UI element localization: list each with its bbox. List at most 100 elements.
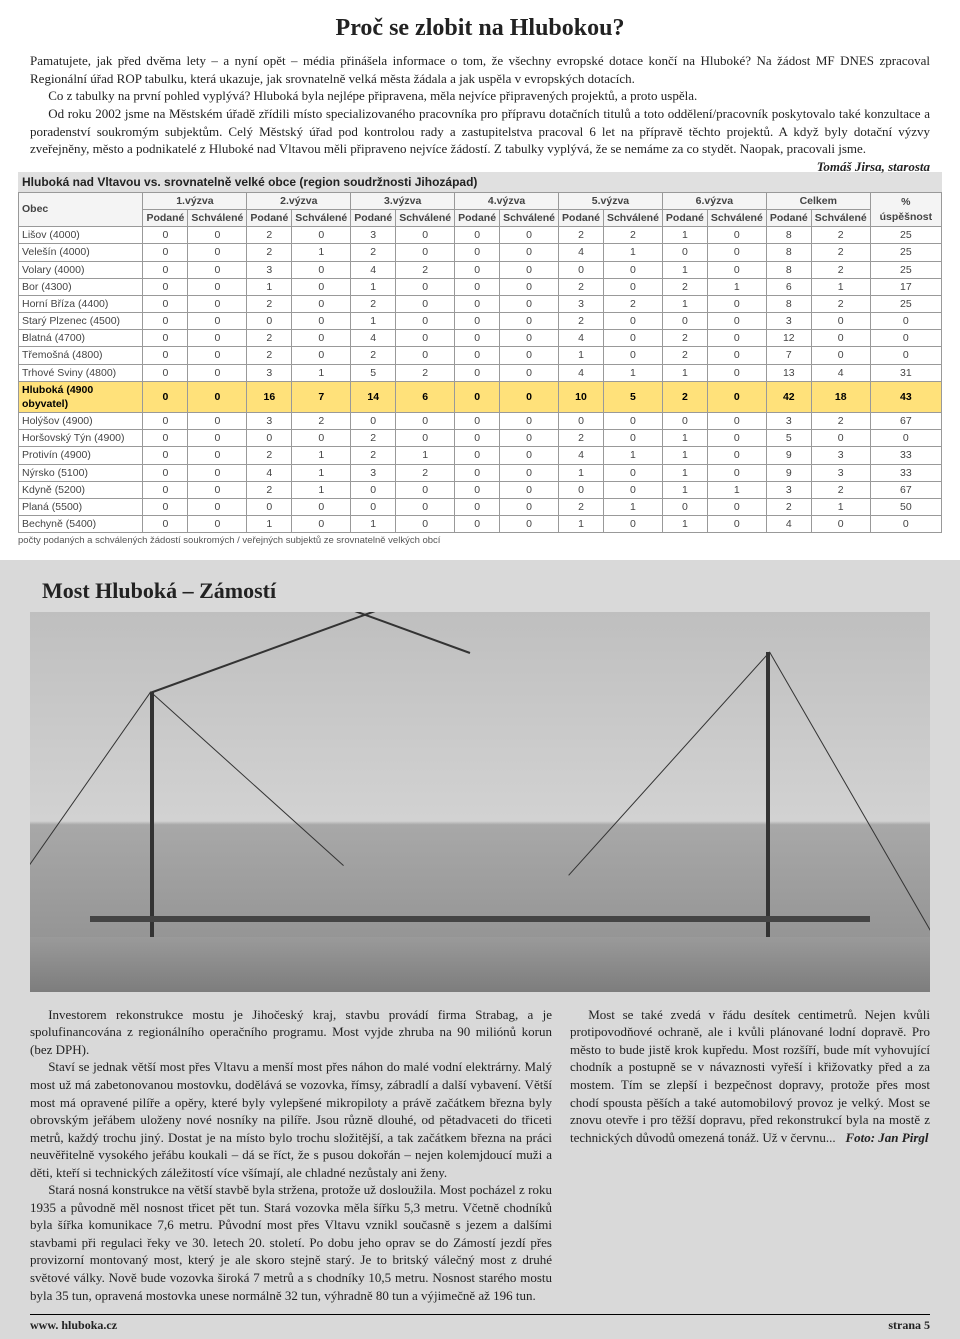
cell-value: 0 bbox=[396, 227, 455, 244]
cell-value: 0 bbox=[143, 330, 188, 347]
cell-value: 0 bbox=[188, 464, 247, 481]
table-row: Bor (4300)0010100020216117 bbox=[19, 278, 942, 295]
bridge-left-p1: Investorem rekonstrukce mostu je Jihočes… bbox=[30, 1006, 552, 1059]
cell-value: 1 bbox=[292, 244, 351, 261]
table-row: Starý Plzenec (4500)000010002000300 bbox=[19, 313, 942, 330]
cell-value: 42 bbox=[766, 381, 811, 412]
cell-value: 1 bbox=[292, 481, 351, 498]
cell-value: 0 bbox=[351, 481, 396, 498]
bridge-left-p2: Staví se jednak větší most přes Vltavu a… bbox=[30, 1058, 552, 1181]
cell-value: 1 bbox=[662, 261, 707, 278]
cell-value: 0 bbox=[396, 516, 455, 533]
cell-value: 2 bbox=[811, 413, 870, 430]
cell-value: 0 bbox=[396, 313, 455, 330]
cell-value: 1 bbox=[292, 464, 351, 481]
cell-value: 0 bbox=[811, 516, 870, 533]
cell-value: 0 bbox=[143, 364, 188, 381]
cell-pct: 43 bbox=[870, 381, 941, 412]
cell-obec: Bor (4300) bbox=[19, 278, 143, 295]
cell-pct: 25 bbox=[870, 261, 941, 278]
cell-value: 0 bbox=[188, 516, 247, 533]
cell-value: 9 bbox=[766, 447, 811, 464]
cell-value: 5 bbox=[603, 381, 662, 412]
cell-value: 4 bbox=[766, 516, 811, 533]
cell-value: 1 bbox=[603, 244, 662, 261]
cell-value: 2 bbox=[811, 481, 870, 498]
cell-obec: Planá (5500) bbox=[19, 498, 143, 515]
comparison-table: Obec1.výzva2.výzva3.výzva4.výzva5.výzva6… bbox=[18, 192, 942, 533]
photo-credit: Foto: Jan Pirgl bbox=[845, 1130, 928, 1145]
cell-value: 0 bbox=[559, 261, 604, 278]
footer-page: strana 5 bbox=[888, 1317, 930, 1333]
cell-value: 2 bbox=[603, 227, 662, 244]
cell-value: 0 bbox=[707, 227, 766, 244]
cell-obec: Bechyně (5400) bbox=[19, 516, 143, 533]
table-row: Protivín (4900)0021210041109333 bbox=[19, 447, 942, 464]
cell-value: 0 bbox=[500, 330, 559, 347]
cell-value: 2 bbox=[247, 295, 292, 312]
cell-value: 0 bbox=[143, 430, 188, 447]
article-title: Proč se zlobit na Hlubokou? bbox=[30, 12, 930, 44]
cell-value: 1 bbox=[292, 364, 351, 381]
cell-value: 9 bbox=[766, 464, 811, 481]
cell-value: 1 bbox=[662, 227, 707, 244]
cell-value: 1 bbox=[662, 430, 707, 447]
cell-value: 0 bbox=[811, 347, 870, 364]
cell-pct: 33 bbox=[870, 447, 941, 464]
bridge-col-left: Investorem rekonstrukce mostu je Jihočes… bbox=[30, 1006, 552, 1304]
cell-value: 3 bbox=[351, 227, 396, 244]
cell-value: 0 bbox=[396, 347, 455, 364]
cell-value: 0 bbox=[707, 295, 766, 312]
cell-value: 2 bbox=[559, 278, 604, 295]
cell-value: 0 bbox=[455, 278, 500, 295]
cell-value: 0 bbox=[143, 498, 188, 515]
cell-value: 0 bbox=[247, 313, 292, 330]
cell-value: 0 bbox=[455, 313, 500, 330]
cell-value: 2 bbox=[811, 244, 870, 261]
cell-pct: 25 bbox=[870, 295, 941, 312]
table-row: Volary (4000)0030420000108225 bbox=[19, 261, 942, 278]
cell-value: 3 bbox=[247, 261, 292, 278]
cell-value: 0 bbox=[292, 498, 351, 515]
bridge-left-p3: Stará nosná konstrukce na větší stavbě b… bbox=[30, 1181, 552, 1304]
cell-value: 0 bbox=[500, 347, 559, 364]
article-p2: Co z tabulky na první pohled vyplývá? Hl… bbox=[30, 87, 930, 105]
cell-value: 0 bbox=[292, 295, 351, 312]
th-sub: Podané bbox=[766, 210, 811, 227]
table-row: Lišov (4000)0020300022108225 bbox=[19, 227, 942, 244]
cell-pct: 17 bbox=[870, 278, 941, 295]
bridge-title: Most Hluboká – Zámostí bbox=[30, 572, 930, 612]
th-sub: Schválené bbox=[707, 210, 766, 227]
cell-value: 0 bbox=[396, 430, 455, 447]
cell-value: 0 bbox=[603, 430, 662, 447]
cell-value: 0 bbox=[143, 313, 188, 330]
table-head: Obec1.výzva2.výzva3.výzva4.výzva5.výzva6… bbox=[19, 192, 942, 226]
cell-value: 0 bbox=[500, 498, 559, 515]
cell-value: 0 bbox=[455, 330, 500, 347]
cell-value: 0 bbox=[292, 347, 351, 364]
cell-value: 2 bbox=[662, 347, 707, 364]
cell-value: 0 bbox=[143, 261, 188, 278]
cell-value: 0 bbox=[455, 430, 500, 447]
cell-value: 0 bbox=[455, 413, 500, 430]
cell-value: 0 bbox=[500, 364, 559, 381]
cell-value: 8 bbox=[766, 244, 811, 261]
cell-value: 2 bbox=[662, 278, 707, 295]
cell-value: 2 bbox=[662, 381, 707, 412]
cell-value: 0 bbox=[707, 261, 766, 278]
cell-value: 0 bbox=[603, 516, 662, 533]
cell-value: 0 bbox=[188, 364, 247, 381]
cell-obec: Lišov (4000) bbox=[19, 227, 143, 244]
table-row: Nýrsko (5100)0041320010109333 bbox=[19, 464, 942, 481]
cell-value: 0 bbox=[603, 313, 662, 330]
th-sub: Schválené bbox=[603, 210, 662, 227]
cell-value: 1 bbox=[662, 481, 707, 498]
cell-value: 1 bbox=[292, 447, 351, 464]
th-sub: Schválené bbox=[500, 210, 559, 227]
cell-value: 6 bbox=[396, 381, 455, 412]
cell-value: 1 bbox=[247, 278, 292, 295]
bridge-right-p1: Most se také zvedá v řádu desítek centim… bbox=[570, 1006, 930, 1146]
cell-value: 0 bbox=[707, 313, 766, 330]
page-footer: www. hluboka.cz strana 5 bbox=[30, 1314, 930, 1333]
cell-value: 5 bbox=[351, 364, 396, 381]
